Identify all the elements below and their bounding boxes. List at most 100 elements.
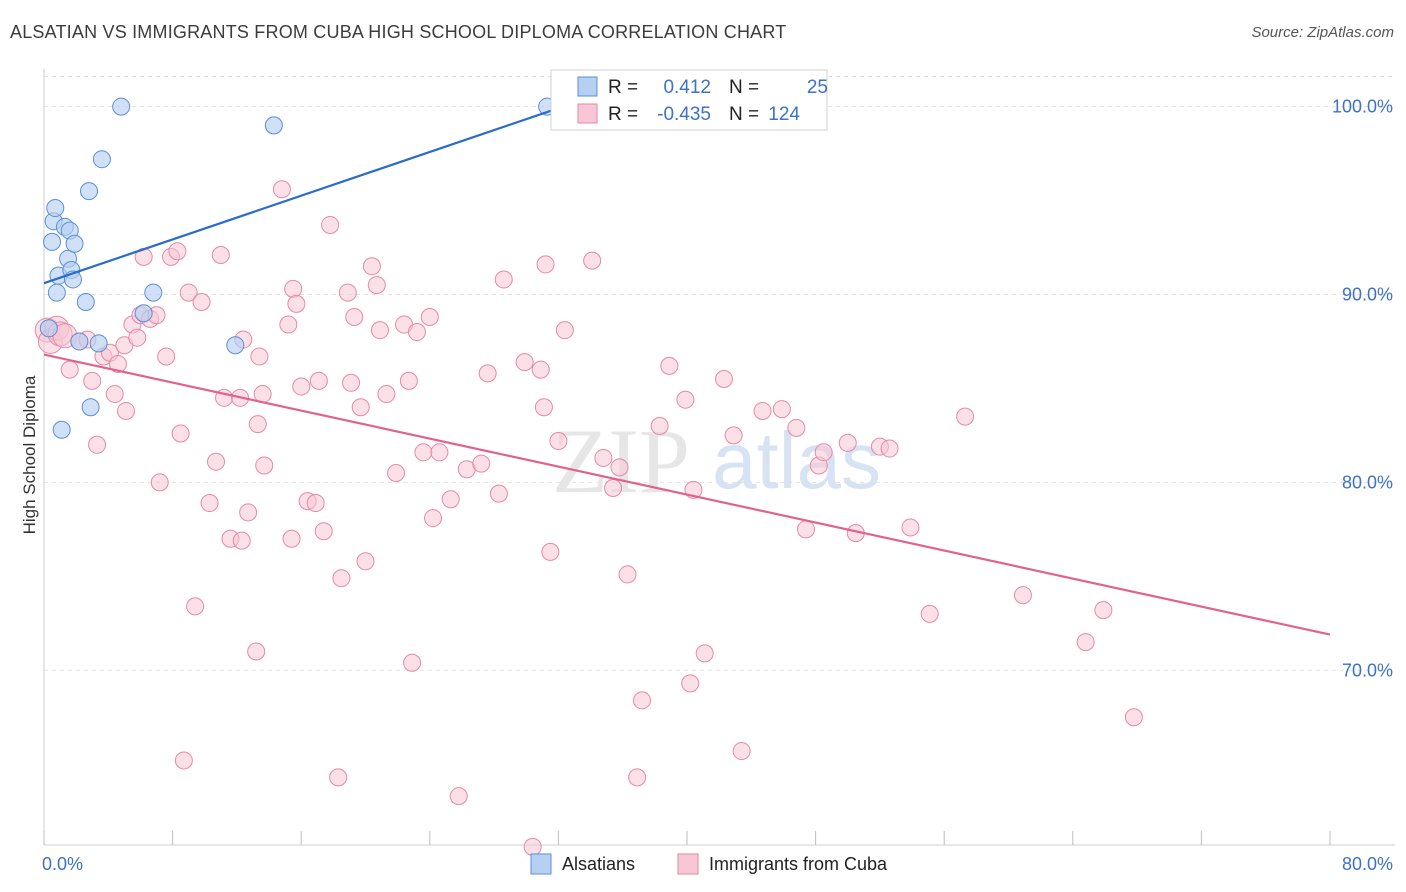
bottom-legend-swatch-cuba bbox=[677, 853, 699, 875]
alsatian-point bbox=[89, 334, 108, 353]
alsatian-point bbox=[226, 336, 245, 355]
cuba-point bbox=[329, 768, 348, 787]
cuba-point bbox=[284, 279, 303, 298]
cuba-point bbox=[676, 390, 695, 409]
cuba-point bbox=[814, 443, 833, 462]
chart-title: ALSATIAN VS IMMIGRANTS FROM CUBA HIGH SC… bbox=[10, 22, 787, 42]
cuba-point bbox=[604, 479, 623, 498]
cuba-point bbox=[531, 360, 550, 379]
cuba-point bbox=[1094, 601, 1113, 620]
cuba-point bbox=[306, 494, 325, 513]
cuba-point bbox=[60, 360, 79, 379]
alsatian-point bbox=[46, 199, 65, 218]
cuba-point bbox=[248, 415, 267, 434]
legend-swatch-cuba bbox=[577, 103, 598, 124]
cuba-point bbox=[287, 294, 306, 313]
cuba-point bbox=[332, 569, 351, 588]
cuba-point bbox=[724, 426, 743, 445]
alsatian-trendline bbox=[43, 105, 564, 285]
y-tick-label: 100.0% bbox=[1332, 97, 1393, 117]
cuba-point bbox=[399, 371, 418, 390]
trendlines bbox=[43, 86, 1331, 636]
cuba-point bbox=[753, 401, 772, 420]
cuba-point bbox=[232, 531, 251, 550]
alsatian-point bbox=[134, 304, 153, 323]
cuba-point bbox=[239, 503, 258, 522]
cuba-point bbox=[714, 370, 733, 389]
cuba-point bbox=[387, 463, 406, 482]
cuba-point bbox=[255, 456, 274, 475]
cuba-point bbox=[549, 432, 568, 451]
alsatian-point bbox=[47, 283, 66, 302]
cuba-point bbox=[618, 565, 637, 584]
alsatian-points bbox=[39, 97, 557, 439]
alsatian-point bbox=[39, 319, 58, 338]
alsatian-point bbox=[76, 292, 95, 311]
cuba-point bbox=[555, 321, 574, 340]
bottom-legend-alsatians: Alsatians bbox=[562, 854, 635, 874]
cuba-point bbox=[83, 371, 102, 390]
cuba-point bbox=[88, 435, 107, 454]
cuba-point bbox=[920, 604, 939, 623]
cuba-point bbox=[321, 215, 340, 234]
cuba-point bbox=[157, 347, 176, 366]
cuba-point bbox=[105, 385, 124, 404]
cuba-point bbox=[695, 644, 714, 663]
cuba-point bbox=[515, 353, 534, 372]
cuba-point bbox=[523, 837, 542, 856]
cuba-point bbox=[314, 522, 333, 541]
x-tick-label-min: 0.0% bbox=[42, 854, 83, 874]
cuba-point bbox=[292, 377, 311, 396]
cuba-point bbox=[407, 323, 426, 342]
cuba-point bbox=[1076, 633, 1095, 652]
cuba-point bbox=[796, 520, 815, 539]
axes bbox=[43, 69, 1395, 846]
cuba-point bbox=[478, 364, 497, 383]
legend-r-label-2: R = bbox=[608, 104, 638, 125]
legend-r-value-2: -0.435 bbox=[657, 104, 711, 125]
legend-swatch-alsatians bbox=[577, 76, 598, 97]
cuba-point bbox=[424, 509, 443, 528]
cuba-point bbox=[211, 246, 230, 265]
alsatian-point bbox=[80, 182, 99, 201]
cuba-point bbox=[838, 433, 857, 452]
y-tick-label: 80.0% bbox=[1342, 472, 1393, 492]
cuba-point bbox=[367, 276, 386, 295]
cuba-point bbox=[116, 401, 135, 420]
cuba-point bbox=[150, 473, 169, 492]
x-tick-label-max: 80.0% bbox=[1342, 854, 1393, 874]
cuba-point bbox=[200, 494, 219, 513]
y-tick-labels: 70.0% 80.0% 90.0% 100.0% bbox=[1332, 97, 1393, 681]
cuba-point bbox=[179, 283, 198, 302]
cuba-point bbox=[370, 321, 389, 340]
cuba-point bbox=[174, 751, 193, 770]
cuba-point bbox=[403, 653, 422, 672]
cuba-point bbox=[377, 385, 396, 404]
legend: R = 0.412 N = 25 R = -0.435 N = 124 bbox=[550, 69, 828, 131]
cuba-point bbox=[610, 458, 629, 477]
alsatian-point bbox=[70, 332, 89, 351]
cuba-point bbox=[534, 398, 553, 417]
cuba-point bbox=[494, 270, 513, 289]
cuba-point bbox=[541, 542, 560, 561]
cuba-point bbox=[449, 787, 468, 806]
legend-n-value-2: 124 bbox=[768, 104, 800, 125]
cuba-point bbox=[650, 416, 669, 435]
cuba-point bbox=[356, 552, 375, 571]
cuba-point bbox=[536, 255, 555, 274]
cuba-point bbox=[282, 529, 301, 548]
cuba-point bbox=[108, 354, 127, 373]
cuba-point bbox=[345, 308, 364, 327]
bottom-legend: Alsatians Immigrants from Cuba bbox=[530, 853, 888, 875]
cuba-point bbox=[250, 347, 269, 366]
legend-n-value-1: 25 bbox=[807, 77, 828, 98]
cuba-point bbox=[628, 768, 647, 787]
y-axis-title: High School Diploma bbox=[20, 375, 39, 534]
cuba-point bbox=[772, 400, 791, 419]
bottom-legend-cuba: Immigrants from Cuba bbox=[709, 854, 888, 874]
cuba-point bbox=[956, 407, 975, 426]
alsatian-point bbox=[65, 234, 84, 253]
cuba-point bbox=[1013, 586, 1032, 605]
alsatian-point bbox=[52, 420, 71, 439]
cuba-point bbox=[272, 180, 291, 199]
